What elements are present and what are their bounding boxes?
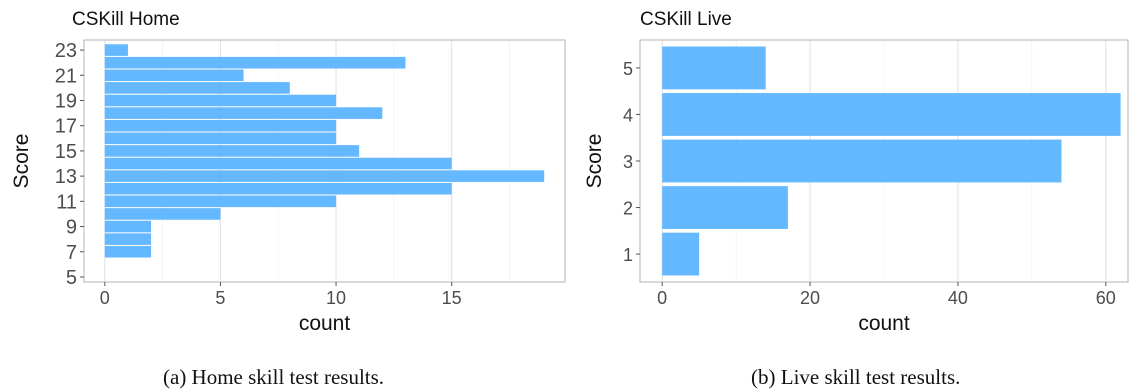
bar: [662, 46, 766, 90]
home-bar-chart: 0 5 10 15 5 7 9 11 13 15 17 19 21 23 CSKill Home count S…: [10, 9, 566, 335]
bar: [104, 94, 337, 107]
bar: [104, 195, 337, 208]
bar: [104, 44, 128, 56]
y-tick-label: 17: [55, 116, 77, 138]
y-axis-title: Score: [583, 134, 606, 189]
bar: [104, 157, 452, 170]
y-tick-label: 1: [623, 245, 633, 265]
bar: [104, 170, 545, 182]
bar: [104, 233, 152, 245]
bar: [662, 93, 1121, 136]
live-bar-chart: 0 20 40 60 1 2 3 4 5 CSKill Live count Score: [583, 9, 1129, 335]
bar: [104, 182, 452, 195]
bar: [662, 232, 700, 276]
x-tick-label: 5: [215, 288, 225, 308]
bar: [104, 82, 290, 94]
y-tick-label: 23: [55, 40, 77, 62]
x-tick-label: 20: [800, 288, 820, 308]
x-tick-label: 0: [657, 288, 667, 308]
y-tick-label: 2: [623, 199, 633, 219]
bar: [104, 245, 152, 258]
y-tick-label: 15: [55, 141, 77, 163]
home-chart-caption: (a) Home skill test results.: [163, 365, 385, 389]
chart-title: CSKill Live: [640, 9, 732, 30]
chart-title: CSKill Home: [72, 9, 180, 30]
bar: [662, 139, 1062, 183]
plot-border: [83, 39, 566, 283]
x-axis-title: count: [858, 312, 910, 335]
y-tick-label: 4: [623, 105, 633, 125]
y-tick-label: 3: [623, 152, 633, 172]
bar: [104, 56, 406, 69]
x-tick-label: 40: [948, 288, 968, 308]
bar: [104, 69, 244, 82]
bar: [104, 145, 360, 157]
y-tick-label: 5: [66, 267, 77, 289]
bar: [104, 119, 337, 132]
y-tick-label: 5: [623, 59, 633, 79]
y-tick-label: 7: [66, 242, 77, 264]
live-chart-caption: (b) Live skill test results.: [751, 365, 961, 389]
y-tick-label: 21: [55, 65, 77, 87]
y-tick-label: 13: [55, 166, 77, 188]
x-tick-label: 60: [1096, 288, 1116, 308]
y-tick-label: 9: [66, 217, 77, 239]
x-tick-label: 0: [100, 288, 110, 308]
bar: [104, 208, 221, 220]
bar: [104, 220, 152, 233]
x-axis-title: count: [299, 312, 351, 335]
home-chart-panel: 0 5 10 15 5 7 9 11 13 15 17 19 21 23 CSKill Home count S…: [10, 9, 566, 389]
x-tick-label: 15: [442, 288, 462, 308]
x-tick-label: 10: [326, 288, 346, 308]
bar: [104, 132, 337, 145]
bar: [662, 186, 788, 229]
y-axis-title: Score: [10, 134, 33, 189]
y-tick-label: 11: [56, 191, 77, 213]
live-chart-panel: 0 20 40 60 1 2 3 4 5 CSKill Live count Score (b) Li…: [580, 0, 1137, 392]
y-tick-label: 19: [55, 91, 77, 113]
bar: [104, 107, 383, 119]
